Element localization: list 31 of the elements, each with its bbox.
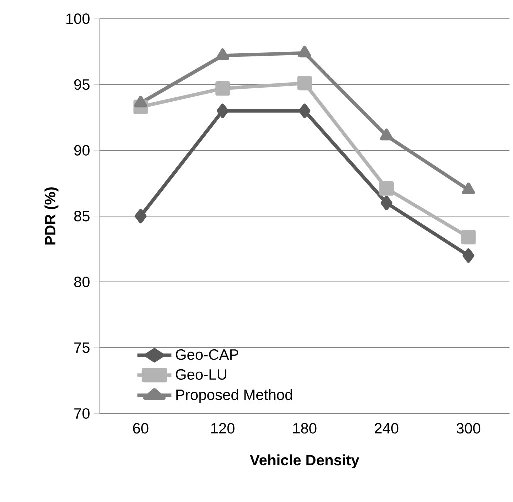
y-tick-label: 70 bbox=[74, 408, 90, 420]
point bbox=[298, 76, 312, 91]
y-tick-label: 85 bbox=[74, 211, 90, 222]
y-tick-label: 100 bbox=[66, 14, 90, 24]
x-tick-label: 300 bbox=[456, 423, 481, 434]
legend-label: Geo-CAP bbox=[176, 350, 238, 360]
point bbox=[216, 82, 230, 96]
y-tick-label: 80 bbox=[74, 277, 90, 288]
point bbox=[217, 104, 229, 118]
y-tick-label: 95 bbox=[74, 80, 90, 90]
y-axis-title: PDR (%) bbox=[44, 188, 59, 245]
x-tick-label: 120 bbox=[212, 423, 235, 434]
point bbox=[461, 230, 476, 245]
point bbox=[462, 248, 475, 264]
y-tick-label: 75 bbox=[74, 342, 90, 354]
point bbox=[380, 196, 393, 211]
point bbox=[216, 48, 230, 60]
legend-label: Proposed Method bbox=[176, 389, 292, 404]
y-tick-label: 90 bbox=[74, 145, 90, 156]
point bbox=[298, 104, 311, 118]
point bbox=[134, 96, 148, 108]
point bbox=[298, 46, 312, 58]
x-tick-label: 240 bbox=[375, 423, 399, 434]
point bbox=[380, 129, 394, 141]
legend-label: Geo-LU bbox=[176, 370, 227, 380]
point bbox=[135, 209, 147, 224]
point bbox=[462, 182, 476, 195]
x-tick-label: 60 bbox=[133, 423, 149, 434]
x-tick-label: 180 bbox=[293, 423, 317, 434]
x-axis-title: Vehicle Density bbox=[250, 454, 360, 469]
point bbox=[380, 182, 394, 196]
